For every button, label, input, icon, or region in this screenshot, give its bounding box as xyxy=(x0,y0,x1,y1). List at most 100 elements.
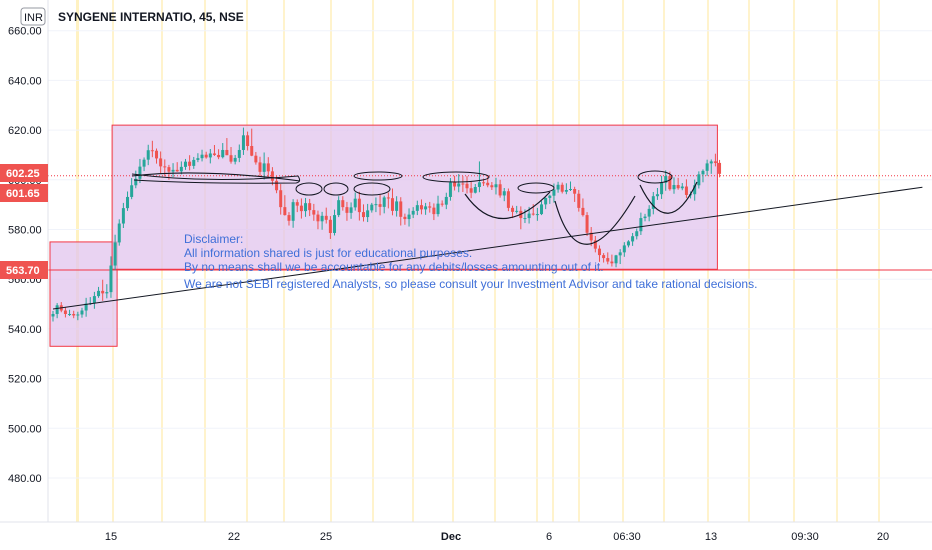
candle-body xyxy=(146,150,150,160)
candle-body xyxy=(440,203,444,205)
candle-body xyxy=(564,189,568,192)
candle-body xyxy=(399,201,403,217)
price-tick-label: 480.00 xyxy=(8,473,42,485)
cup-pattern-2[interactable] xyxy=(554,195,636,245)
disclaimer-line-2: By no means shall we be accountable for … xyxy=(184,260,604,274)
candle-body xyxy=(287,215,291,221)
price-badge xyxy=(0,184,48,202)
handle-loop-1[interactable] xyxy=(131,173,301,184)
candle-body xyxy=(626,241,630,246)
candle-body xyxy=(395,201,399,211)
candle-body xyxy=(55,305,59,314)
candle-body xyxy=(610,261,614,264)
candle-body xyxy=(308,203,312,211)
range-box-1[interactable] xyxy=(49,241,118,347)
candle-body xyxy=(457,183,461,187)
time-tick-label: 13 xyxy=(705,531,717,543)
candle-body xyxy=(246,135,250,147)
top-loop-7[interactable] xyxy=(637,170,673,184)
time-tick-label: 6 xyxy=(546,531,552,543)
candle-body xyxy=(684,186,688,195)
resistance-curve[interactable] xyxy=(131,172,301,182)
candle-body xyxy=(233,157,237,162)
top-loop-2[interactable] xyxy=(323,182,349,196)
candle-body xyxy=(179,166,183,172)
candle-body xyxy=(664,176,668,183)
time-axis[interactable]: 15 22 25 Dec 6 06:30 13 09:30 20 xyxy=(0,521,932,543)
candle-body xyxy=(304,203,308,212)
time-tick-label: 15 xyxy=(105,531,117,543)
candle-body xyxy=(378,204,382,207)
disclaimer-title: Disclaimer: xyxy=(184,232,243,246)
top-loop-3[interactable] xyxy=(353,182,391,196)
candle-body xyxy=(643,216,647,219)
candle-body xyxy=(556,184,560,190)
candle-body xyxy=(225,149,229,156)
top-loop-6[interactable] xyxy=(517,182,555,194)
candle-body xyxy=(196,158,200,160)
candle-body xyxy=(299,205,303,212)
candle-body xyxy=(382,197,386,207)
candle-body xyxy=(511,207,515,212)
top-loop-4[interactable] xyxy=(353,171,403,181)
horizontal-price-lines[interactable] xyxy=(48,175,932,271)
session-line-20 xyxy=(878,0,880,522)
candle-body xyxy=(390,198,394,211)
top-loop-5[interactable] xyxy=(422,171,490,183)
candle-body xyxy=(411,210,415,215)
candle-body xyxy=(159,158,163,167)
cup-pattern-3[interactable] xyxy=(639,181,698,214)
candle-body xyxy=(651,196,655,209)
disclaimer-line-3: We are not SEBI registered Analysts, so … xyxy=(184,277,757,291)
candle-body xyxy=(357,198,361,213)
chart-header: INR SYNGENE INTERNATIO, 45, NSE xyxy=(20,7,244,26)
candle-body xyxy=(192,159,196,166)
candle-body xyxy=(324,215,328,220)
candle-body xyxy=(262,163,266,172)
cup-pattern-1[interactable] xyxy=(464,191,551,219)
candle-body xyxy=(320,215,324,222)
candle-body xyxy=(701,170,705,175)
session-line-19 xyxy=(836,0,838,522)
candle-body xyxy=(448,182,452,197)
candle-body xyxy=(453,182,457,187)
candle-body xyxy=(614,255,618,264)
candle-body xyxy=(175,169,179,172)
candle-body xyxy=(163,166,167,168)
candle-body xyxy=(424,206,428,210)
trend-line-segment[interactable] xyxy=(52,186,923,310)
candle-body xyxy=(204,154,208,158)
candle-body xyxy=(171,169,175,172)
top-loop-1[interactable] xyxy=(295,182,323,196)
candle-body xyxy=(270,171,274,181)
candle-body xyxy=(515,210,519,212)
pattern-drawings[interactable] xyxy=(131,170,698,245)
price-badge xyxy=(0,164,48,182)
trend-line[interactable] xyxy=(52,186,923,310)
range-boxes[interactable] xyxy=(49,124,718,347)
candle-body xyxy=(444,196,448,205)
price-badges: 602.25 601.65 563.70 xyxy=(0,164,48,279)
candle-body xyxy=(680,186,684,189)
candle-body xyxy=(473,187,477,193)
candle-body xyxy=(117,223,121,243)
candle-body xyxy=(113,242,117,266)
candle-body xyxy=(241,135,245,150)
candle-body xyxy=(585,215,589,233)
time-tick-label: 25 xyxy=(320,531,332,543)
range-box-2[interactable] xyxy=(111,124,718,270)
candle-body xyxy=(121,208,125,224)
candle-body xyxy=(155,150,158,159)
price-axis[interactable]: 480.00500.00520.00540.00560.00580.00600.… xyxy=(0,0,49,522)
candle-body xyxy=(341,200,345,208)
candle-body xyxy=(697,174,701,186)
candle-body xyxy=(250,146,254,156)
currency-box[interactable] xyxy=(20,7,46,26)
candle-body xyxy=(573,188,577,194)
candle-body xyxy=(548,195,552,198)
candle-body xyxy=(76,314,80,316)
candle-body xyxy=(639,218,643,232)
candle-body xyxy=(560,184,564,192)
time-tick-label: Dec xyxy=(441,531,461,543)
